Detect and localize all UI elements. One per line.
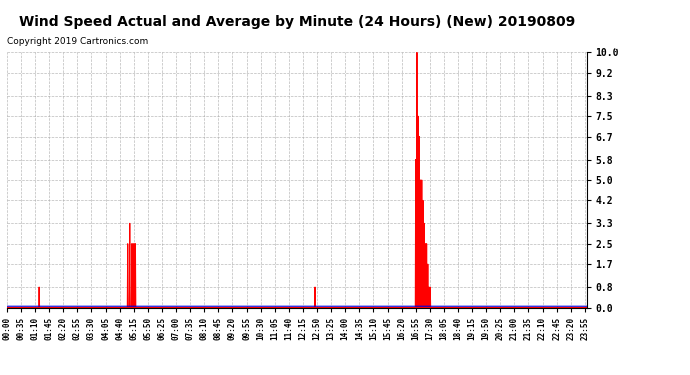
Text: Wind Speed Actual and Average by Minute (24 Hours) (New) 20190809: Wind Speed Actual and Average by Minute …	[19, 15, 575, 29]
Text: Copyright 2019 Cartronics.com: Copyright 2019 Cartronics.com	[7, 38, 148, 46]
Text: Wind (mph): Wind (mph)	[572, 40, 632, 49]
Text: Average (mph): Average (mph)	[454, 40, 529, 49]
